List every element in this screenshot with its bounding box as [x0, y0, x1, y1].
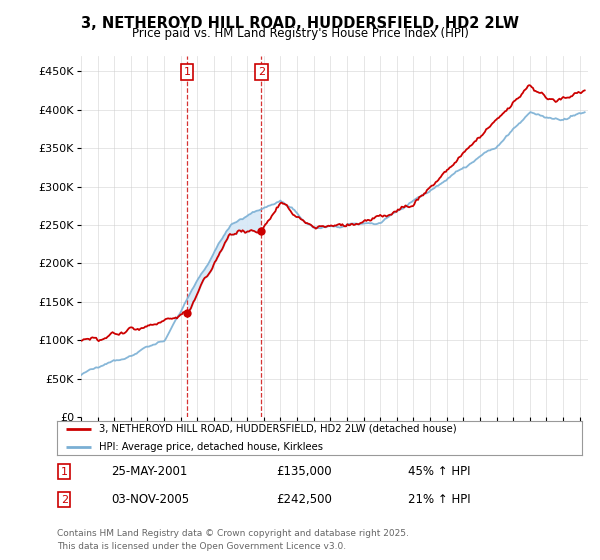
Text: Price paid vs. HM Land Registry's House Price Index (HPI): Price paid vs. HM Land Registry's House …: [131, 27, 469, 40]
Text: HPI: Average price, detached house, Kirklees: HPI: Average price, detached house, Kirk…: [99, 442, 323, 452]
Text: £242,500: £242,500: [276, 493, 332, 506]
Text: 1: 1: [184, 67, 191, 77]
Text: 1: 1: [61, 466, 68, 477]
Text: 45% ↑ HPI: 45% ↑ HPI: [408, 465, 470, 478]
Text: 2: 2: [61, 494, 68, 505]
Text: Contains HM Land Registry data © Crown copyright and database right 2025.
This d: Contains HM Land Registry data © Crown c…: [57, 529, 409, 550]
Text: 03-NOV-2005: 03-NOV-2005: [111, 493, 189, 506]
Text: 2: 2: [257, 67, 265, 77]
Text: £135,000: £135,000: [276, 465, 332, 478]
Text: 21% ↑ HPI: 21% ↑ HPI: [408, 493, 470, 506]
Text: 3, NETHEROYD HILL ROAD, HUDDERSFIELD, HD2 2LW: 3, NETHEROYD HILL ROAD, HUDDERSFIELD, HD…: [81, 16, 519, 31]
Text: 25-MAY-2001: 25-MAY-2001: [111, 465, 187, 478]
Text: 3, NETHEROYD HILL ROAD, HUDDERSFIELD, HD2 2LW (detached house): 3, NETHEROYD HILL ROAD, HUDDERSFIELD, HD…: [99, 423, 457, 433]
